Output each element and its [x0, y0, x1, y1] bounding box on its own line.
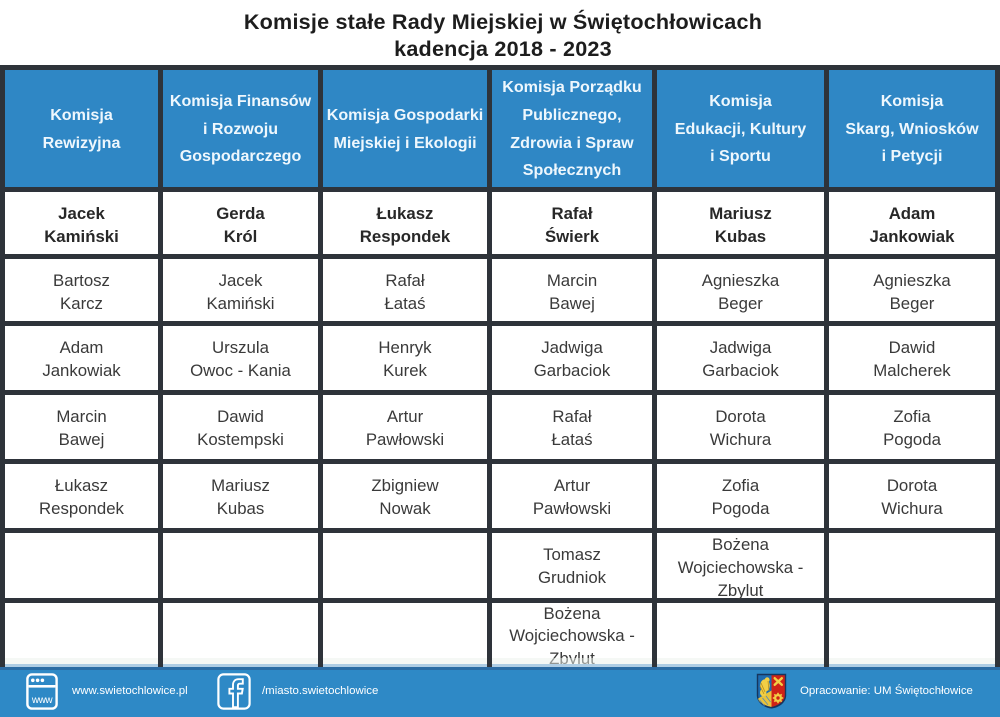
svg-text:www: www: [31, 695, 53, 706]
